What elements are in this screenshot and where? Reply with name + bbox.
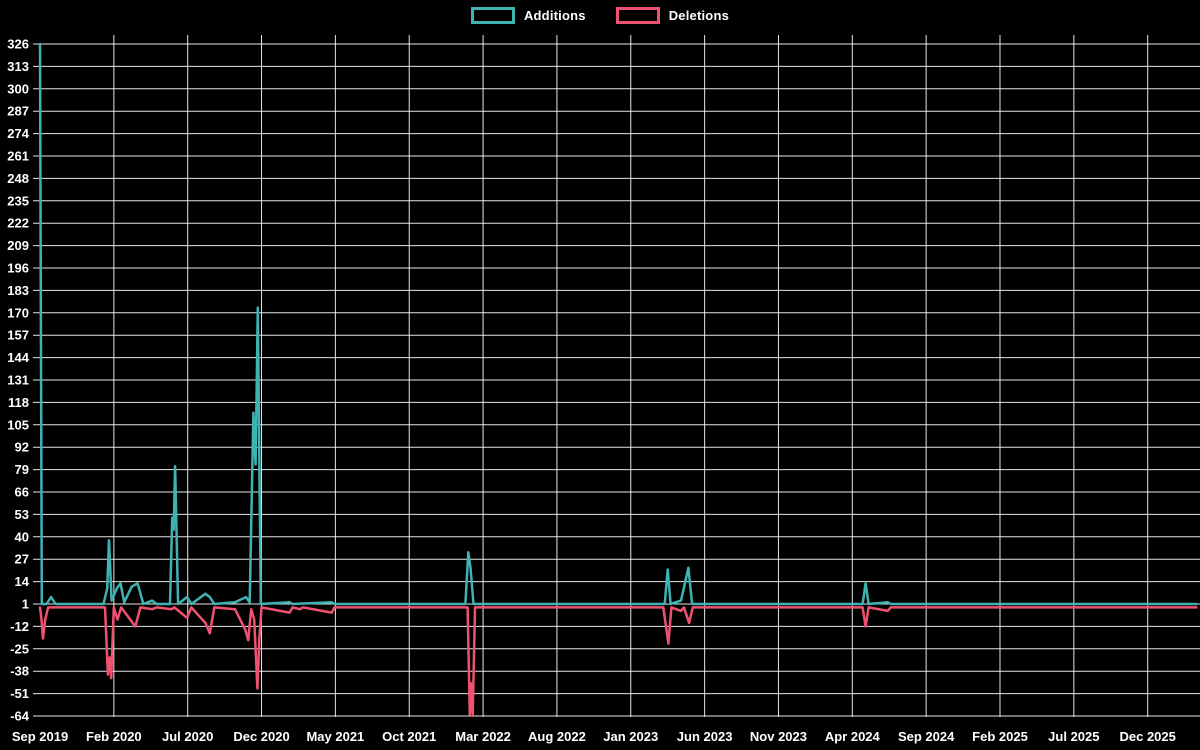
y-axis-tick-label: 287 [7, 104, 29, 119]
y-axis-tick-label: -12 [10, 619, 29, 634]
y-axis-tick-label: 53 [15, 507, 29, 522]
legend-label-additions: Additions [523, 8, 586, 23]
x-axis-tick-label: Sep 2019 [12, 729, 68, 744]
y-axis-tick-label: 274 [7, 126, 29, 141]
y-axis-tick-label: 157 [7, 328, 29, 343]
x-axis-tick-label: Jan 2023 [603, 729, 658, 744]
y-axis-tick-label: 313 [7, 59, 29, 74]
additions-swatch-icon [470, 7, 515, 24]
x-axis-tick-label: Feb 2020 [86, 729, 142, 744]
x-axis-tick-label: Sep 2024 [898, 729, 955, 744]
y-axis-tick-label: 27 [15, 552, 29, 567]
y-axis-tick-label: 222 [7, 216, 29, 231]
x-axis-tick-label: Dec 2025 [1119, 729, 1175, 744]
legend-label-deletions: Deletions [668, 8, 730, 23]
x-axis-tick-label: May 2021 [306, 729, 364, 744]
x-axis-tick-label: Mar 2022 [455, 729, 511, 744]
y-axis-tick-label: 235 [7, 193, 29, 208]
legend-item-deletions[interactable]: Deletions [615, 7, 730, 24]
chart-legend: Additions Deletions [0, 7, 1200, 24]
y-axis-tick-label: 14 [15, 574, 30, 589]
x-axis-tick-label: Nov 2023 [750, 729, 807, 744]
y-axis-tick-label: -25 [10, 641, 29, 656]
x-axis-tick-label: Oct 2021 [382, 729, 436, 744]
x-axis-tick-label: Feb 2025 [972, 729, 1028, 744]
y-axis-tick-label: 131 [7, 373, 29, 388]
x-axis-tick-label: Jun 2023 [677, 729, 733, 744]
y-axis-tick-label: 300 [7, 81, 29, 96]
y-axis-tick-label: 118 [8, 395, 29, 410]
y-axis-tick-label: -64 [10, 709, 30, 724]
y-axis-tick-label: 66 [15, 485, 29, 500]
y-axis-tick-label: -38 [10, 664, 29, 679]
deletions-swatch-icon [615, 7, 660, 24]
y-axis-tick-label: 326 [7, 37, 29, 52]
x-axis-tick-label: Aug 2022 [528, 729, 586, 744]
y-axis-tick-label: 1 [22, 597, 29, 612]
y-axis-tick-label: 248 [7, 171, 29, 186]
x-axis-tick-label: Apr 2024 [825, 729, 881, 744]
legend-item-additions[interactable]: Additions [470, 7, 586, 24]
y-axis-tick-label: 196 [7, 261, 29, 276]
y-axis-tick-label: 144 [7, 350, 29, 365]
y-axis-tick-label: 261 [7, 149, 29, 164]
deletions-line [38, 606, 1198, 718]
y-axis-tick-label: 40 [15, 529, 29, 544]
x-axis-tick-label: Jul 2020 [162, 729, 213, 744]
y-axis-tick-label: 92 [15, 440, 29, 455]
y-axis-tick-label: 209 [7, 238, 29, 253]
x-axis-tick-label: Dec 2020 [233, 729, 289, 744]
y-axis-tick-label: 79 [15, 462, 29, 477]
additions-line [38, 42, 1198, 606]
y-axis-tick-label: 183 [7, 283, 29, 298]
y-axis-tick-label: -51 [10, 686, 29, 701]
x-axis-tick-label: Jul 2025 [1048, 729, 1099, 744]
y-axis-tick-label: 105 [7, 417, 29, 432]
y-axis-tick-label: 170 [7, 305, 29, 320]
